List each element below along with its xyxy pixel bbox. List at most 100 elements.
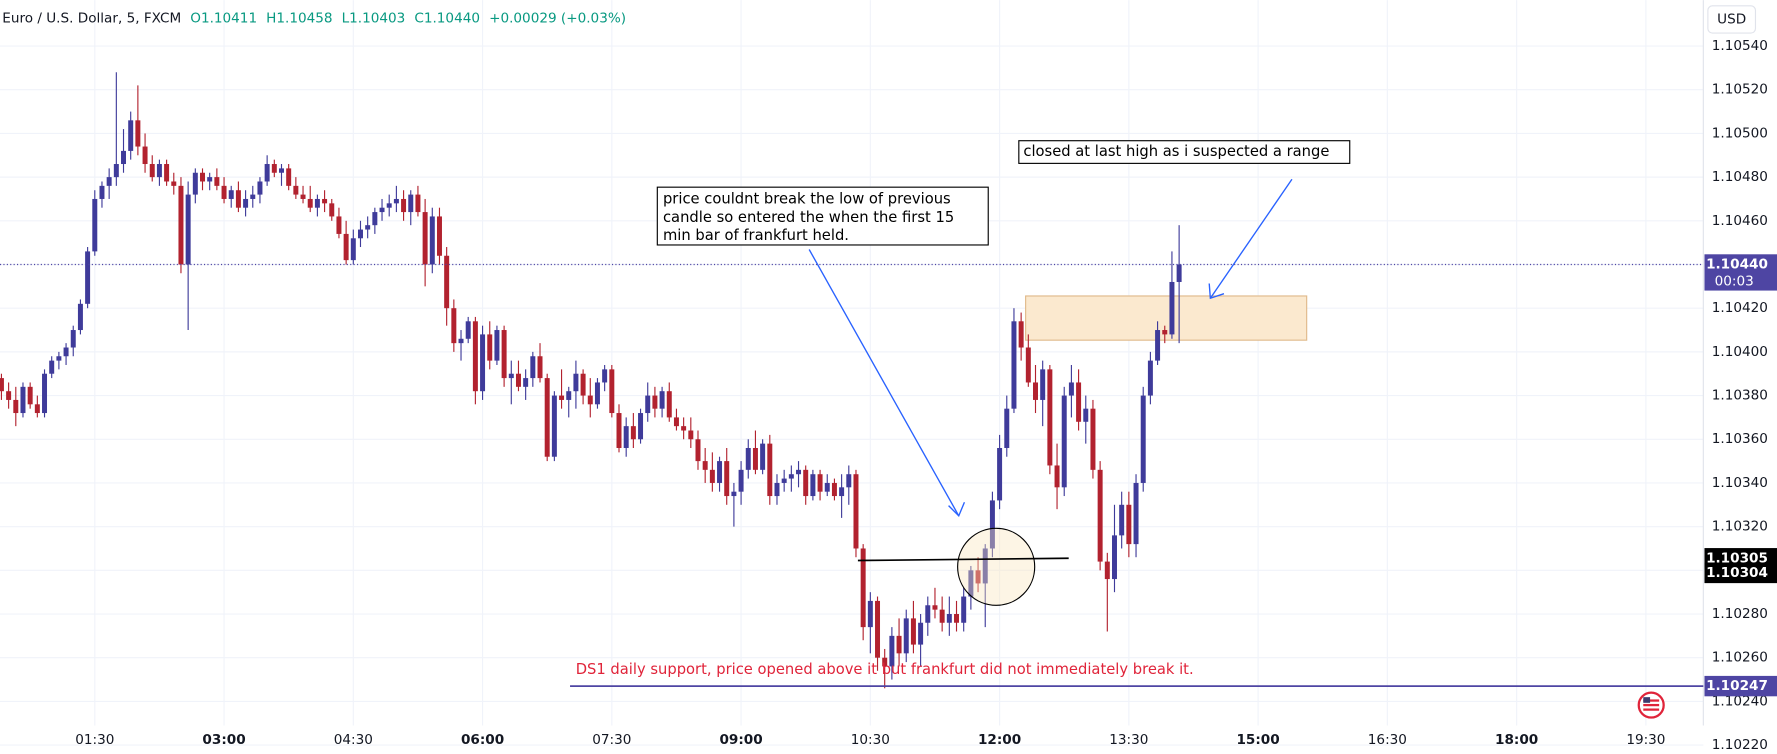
y-tick-label: 1.10540 — [1712, 38, 1768, 54]
break-line — [857, 557, 1069, 562]
x-tick-label: 16:30 — [1368, 732, 1407, 748]
note-text: DS1 daily support, price opened above it… — [576, 661, 1194, 678]
candle-body — [465, 321, 471, 339]
candle-body — [946, 614, 952, 623]
candle-body — [49, 360, 55, 374]
entry-circle — [957, 527, 1036, 606]
candle-body — [401, 198, 407, 213]
candle-body — [530, 356, 536, 379]
flag-icon — [1637, 691, 1665, 719]
note-text: candle so entered the when the first 15 — [663, 209, 954, 226]
currency[interactable]: USD — [1717, 11, 1746, 27]
candle-body — [171, 181, 177, 186]
candle-body — [92, 198, 98, 252]
candle-body — [681, 426, 687, 431]
candle-body — [99, 185, 105, 199]
header-value: H1.10458 — [266, 10, 332, 26]
candle-body — [975, 570, 981, 584]
candle-body — [293, 185, 299, 195]
candle-body — [968, 570, 974, 597]
y-tick-label: 1.10500 — [1712, 125, 1768, 141]
candle-body — [1061, 395, 1067, 488]
candle-body — [580, 373, 586, 396]
candle-body — [113, 164, 119, 178]
candle-body — [70, 330, 76, 348]
candle-body — [652, 395, 658, 409]
candle-body — [228, 190, 234, 199]
candle-body — [609, 369, 615, 414]
candle-body — [1162, 330, 1168, 335]
candle-body — [738, 469, 744, 492]
x-tick-label: 04:30 — [334, 732, 373, 748]
candle-body — [1147, 360, 1153, 396]
y-tick-label: 1.10520 — [1712, 82, 1768, 98]
candle-body — [1097, 469, 1103, 562]
candle-body — [336, 216, 342, 234]
candle-body — [559, 395, 565, 400]
candle-body — [1111, 535, 1117, 580]
candle-body — [415, 194, 421, 213]
note-text: min bar of frankfurt held. — [663, 227, 849, 244]
candle-body — [494, 330, 500, 361]
candle-body — [1176, 264, 1182, 282]
currency-button[interactable] — [1707, 5, 1757, 34]
candle-body — [408, 194, 414, 213]
candle-body — [386, 203, 392, 208]
candle-body — [839, 487, 845, 497]
candle-body — [1011, 321, 1017, 409]
candle-body — [207, 177, 213, 182]
price-badge — [1704, 675, 1777, 697]
x-tick-label: 12:00 — [978, 732, 1021, 748]
y-tick-label: 1.10400 — [1712, 344, 1768, 360]
candle-body — [997, 447, 1003, 501]
candle-body — [709, 469, 715, 483]
candle-body — [544, 378, 550, 457]
y-tick-label: 1.10240 — [1712, 693, 1768, 709]
candle-body — [803, 469, 809, 497]
candle-body — [523, 378, 529, 387]
candle-body — [343, 233, 349, 261]
candle-body — [623, 426, 629, 448]
candle-body — [796, 469, 802, 475]
candle-body — [875, 600, 881, 658]
candle-body — [121, 150, 127, 165]
candle-body — [314, 198, 320, 208]
candle-body — [846, 474, 852, 488]
x-tick-label: 19:30 — [1626, 732, 1665, 748]
candle-body — [322, 198, 328, 204]
candle-body — [279, 168, 284, 173]
x-tick-label: 01:30 — [75, 732, 114, 748]
candle-body — [85, 251, 91, 304]
y-tick-label: 1.10460 — [1712, 213, 1768, 229]
symbol: Euro / U.S. Dollar, 5, FXCM — [2, 10, 181, 26]
candle-body — [1033, 382, 1038, 400]
candle-body — [501, 330, 507, 379]
header-value: O1.10411 — [190, 10, 257, 26]
candle-body — [982, 548, 988, 584]
candle-body — [939, 609, 945, 623]
candle-body — [781, 478, 787, 483]
candle-body — [472, 321, 478, 392]
candle-body — [63, 347, 69, 357]
y-tick-label: 1.10360 — [1712, 431, 1768, 447]
candle-body — [954, 614, 960, 623]
candle-body — [666, 391, 672, 418]
candle-body — [673, 417, 679, 427]
candle-body — [688, 430, 694, 440]
candle-body — [6, 391, 12, 400]
candle-body — [1169, 281, 1175, 335]
candle-body — [264, 164, 270, 182]
candle-body — [250, 194, 256, 199]
candle-body — [1083, 408, 1089, 422]
note-box — [1018, 140, 1351, 164]
candle-body — [243, 198, 249, 208]
candle-body — [34, 404, 40, 414]
candle-body — [810, 474, 816, 497]
arrow-head — [1208, 283, 1225, 300]
candle-body — [164, 164, 170, 182]
candle-body — [128, 120, 134, 151]
candle-body — [42, 373, 48, 414]
candle-body — [480, 334, 486, 392]
